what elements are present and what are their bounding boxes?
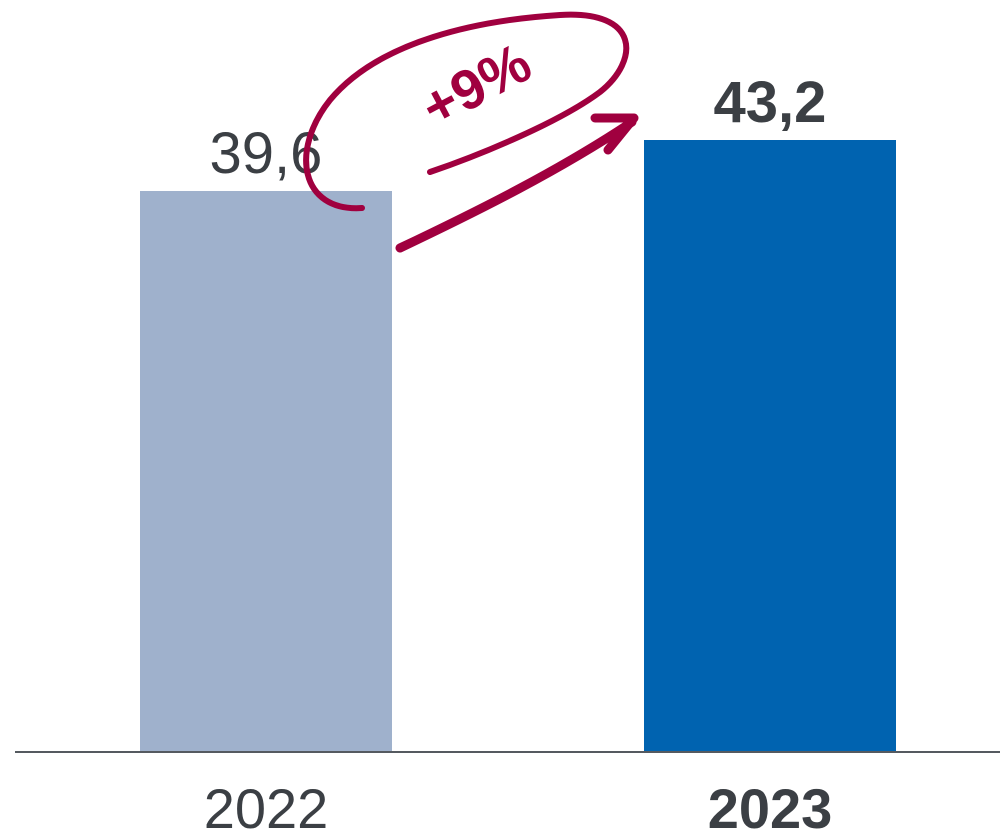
growth-arrow-icon xyxy=(395,117,637,253)
bars-group xyxy=(140,140,896,752)
growth-swoosh-loop xyxy=(303,11,630,212)
category-label-2023: 2023 xyxy=(708,777,833,838)
value-label-2023: 43,2 xyxy=(714,70,827,135)
bar-2022 xyxy=(140,191,392,752)
growth-percentage-label: +9% xyxy=(411,30,541,139)
bar-2023 xyxy=(644,140,896,752)
growth-arrowhead-icon xyxy=(590,113,639,155)
category-label-2022: 2022 xyxy=(204,777,329,838)
